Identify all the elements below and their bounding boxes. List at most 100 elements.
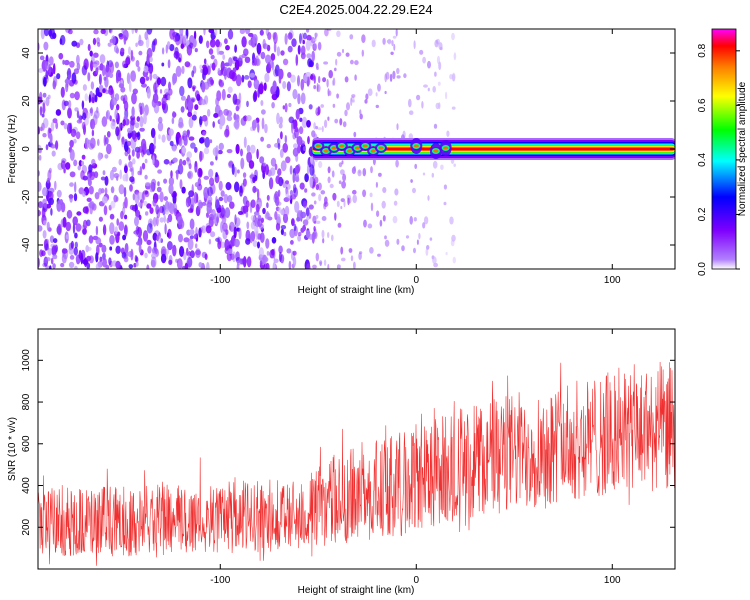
noise-blob — [81, 121, 86, 130]
noise-blob — [324, 29, 329, 37]
noise-blob — [102, 88, 106, 94]
noise-blob — [285, 188, 290, 198]
noise-blob — [46, 203, 52, 209]
noise-blob — [52, 263, 56, 269]
noise-blob — [265, 54, 271, 64]
noise-blob — [191, 70, 195, 78]
noise-blob — [144, 252, 148, 259]
noise-blob — [60, 202, 66, 213]
noise-blob — [382, 37, 386, 45]
noise-blob — [318, 193, 322, 202]
spectrogram-y-label: Frequency (Hz) — [7, 115, 18, 184]
noise-blob — [229, 201, 235, 209]
noise-blob — [210, 54, 215, 60]
noise-blob — [176, 258, 183, 269]
noise-blob — [197, 199, 203, 211]
noise-blob — [48, 63, 52, 76]
noise-blob — [128, 264, 134, 269]
noise-blob — [280, 50, 285, 56]
noise-blob — [82, 219, 88, 230]
noise-blob — [142, 230, 149, 242]
noise-blob — [218, 180, 223, 191]
noise-blob — [393, 200, 398, 206]
noise-blob — [188, 163, 192, 170]
noise-blob — [182, 159, 187, 166]
noise-blob — [131, 92, 137, 105]
noise-blob — [254, 80, 260, 85]
noise-blob — [314, 176, 319, 184]
noise-blob — [109, 29, 112, 33]
noise-blob — [302, 39, 306, 45]
noise-blob — [315, 125, 318, 130]
noise-blob — [413, 40, 416, 49]
y-tick-label: 20 — [21, 95, 32, 107]
noise-blob — [250, 221, 256, 230]
noise-blob — [235, 74, 242, 87]
noise-blob — [56, 73, 61, 80]
noise-blob — [377, 253, 381, 257]
noise-blob — [218, 142, 224, 151]
noise-blob — [381, 200, 386, 209]
noise-blob — [242, 255, 247, 268]
noise-blob — [115, 126, 120, 137]
noise-blob — [352, 189, 357, 195]
noise-blob — [419, 49, 424, 55]
colorbar-tick-label: 0.6 — [697, 98, 708, 112]
noise-blob — [307, 136, 310, 145]
noise-blob — [306, 164, 310, 175]
noise-blob — [49, 265, 52, 269]
noise-blob — [132, 88, 138, 95]
noise-blob — [354, 74, 357, 81]
noise-blob — [160, 76, 167, 87]
noise-blob — [324, 119, 328, 128]
noise-blob — [145, 190, 148, 195]
noise-blob — [343, 199, 346, 208]
noise-blob — [257, 188, 260, 201]
noise-blob — [221, 204, 224, 216]
noise-blob — [290, 74, 296, 83]
noise-blob — [166, 41, 171, 50]
noise-blob — [208, 196, 213, 203]
noise-blob — [122, 29, 129, 41]
noise-blob — [342, 173, 347, 182]
noise-blob — [367, 88, 373, 96]
noise-blob — [67, 107, 72, 119]
snr-y-label: SNR (10 * v/v) — [7, 417, 18, 481]
noise-blob — [105, 64, 110, 73]
noise-blob — [250, 232, 253, 244]
noise-blob — [125, 172, 129, 182]
noise-blob — [179, 246, 185, 257]
noise-blob — [287, 45, 293, 53]
noise-blob — [427, 60, 431, 69]
noise-blob — [299, 117, 303, 123]
noise-blob — [253, 187, 259, 192]
noise-blob — [74, 91, 80, 101]
noise-blob — [178, 117, 184, 128]
noise-blob — [41, 250, 46, 257]
noise-blob — [327, 176, 331, 184]
noise-blob — [146, 87, 151, 99]
noise-blob — [187, 100, 194, 112]
noise-blob — [63, 123, 68, 130]
noise-blob — [317, 127, 323, 131]
noise-blob — [172, 111, 176, 119]
noise-blob — [226, 93, 231, 99]
noise-blob — [92, 52, 99, 58]
noise-blob — [245, 211, 249, 218]
noise-blob — [264, 257, 269, 262]
noise-blob — [147, 245, 152, 254]
noise-blob — [187, 238, 194, 251]
noise-blob — [161, 62, 165, 67]
noise-blob — [50, 208, 53, 216]
noise-blob — [155, 204, 160, 215]
noise-blob — [139, 115, 144, 128]
noise-blob — [239, 29, 246, 35]
signal-blob-peak — [433, 149, 439, 153]
noise-blob — [371, 39, 376, 48]
noise-blob — [120, 47, 125, 53]
noise-blob — [215, 172, 218, 178]
noise-blob — [187, 111, 193, 118]
noise-blob — [76, 119, 83, 124]
noise-blob — [70, 240, 74, 249]
noise-blob — [170, 170, 173, 179]
